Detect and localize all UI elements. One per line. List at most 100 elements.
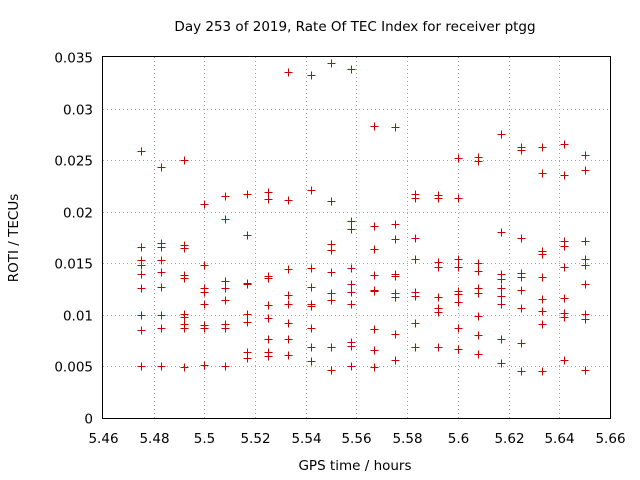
data-point [560,140,569,149]
data-point [391,356,400,365]
data-point [517,286,526,295]
data-point [497,275,506,284]
scatter-points [137,59,590,376]
data-point [157,256,166,265]
data-point [221,324,230,333]
data-point [581,166,590,175]
data-point [411,292,420,301]
data-point [370,122,379,131]
data-point [497,284,506,293]
x-tick-label: 5.5 [194,431,215,447]
data-point [347,65,356,74]
data-point [560,263,569,272]
data-point [307,324,316,333]
data-point [307,186,316,195]
data-point [517,304,526,313]
data-point [327,268,336,277]
data-point [200,261,209,270]
data-point [221,215,230,224]
data-point [137,284,146,293]
data-point [538,169,547,178]
data-point [347,362,356,371]
data-point [454,290,463,299]
data-point [264,352,273,361]
data-point [327,246,336,255]
data-point [538,367,547,376]
data-point [560,313,569,322]
y-axis-tick-labels: 0 0.005 0.01 0.015 0.02 0.025 0.03 0.035 [54,51,93,428]
data-point [474,312,483,321]
data-point [517,339,526,348]
data-point [180,274,189,283]
x-tick-label: 5.46 [88,431,118,447]
data-point [370,346,379,355]
data-point [200,288,209,297]
data-point [347,217,356,226]
data-point [411,319,420,328]
x-tick-label: 5.48 [139,431,169,447]
data-point [307,357,316,366]
data-point [284,335,293,344]
data-point [180,363,189,372]
data-point [137,326,146,335]
x-tick-label: 5.56 [341,431,371,447]
data-point [284,68,293,77]
x-tick-label: 5.66 [595,431,625,447]
data-point [137,147,146,156]
data-point [497,359,506,368]
data-point [284,319,293,328]
data-point [454,298,463,307]
y-tick-label: 0.005 [54,360,93,376]
data-point [474,331,483,340]
data-point [157,324,166,333]
x-tick-label: 5.64 [544,431,574,447]
data-point [581,366,590,375]
data-point [391,272,400,281]
data-point [327,197,336,206]
data-point [200,361,209,370]
data-point [497,335,506,344]
data-point [307,343,316,352]
data-point [581,151,590,160]
data-point [221,362,230,371]
y-tick-label: 0.015 [54,257,93,273]
data-point [157,283,166,292]
data-point [517,146,526,155]
data-point [200,200,209,209]
data-point [454,345,463,354]
data-point [411,234,420,243]
data-point [284,291,293,300]
data-point [391,330,400,339]
data-point [264,301,273,310]
data-point [264,188,273,197]
data-point [200,324,209,333]
data-point [243,280,252,289]
data-point [221,277,230,286]
data-point [284,265,293,274]
data-point [180,313,189,322]
data-point [284,196,293,205]
data-point [581,315,590,324]
data-point [137,311,146,320]
data-point [243,318,252,327]
data-point [497,228,506,237]
data-point [370,287,379,296]
data-point [157,268,166,277]
data-point [347,264,356,273]
data-point [538,273,547,282]
data-point [327,289,336,298]
data-point [137,270,146,279]
data-point [454,194,463,203]
data-point [200,300,209,309]
data-point [474,350,483,359]
data-point [581,237,590,246]
data-point [221,192,230,201]
data-point [221,284,230,293]
data-point [347,288,356,297]
data-point [157,311,166,320]
data-point [243,354,252,363]
data-point [180,156,189,165]
data-point [370,222,379,231]
data-point [264,335,273,344]
data-point [391,220,400,229]
